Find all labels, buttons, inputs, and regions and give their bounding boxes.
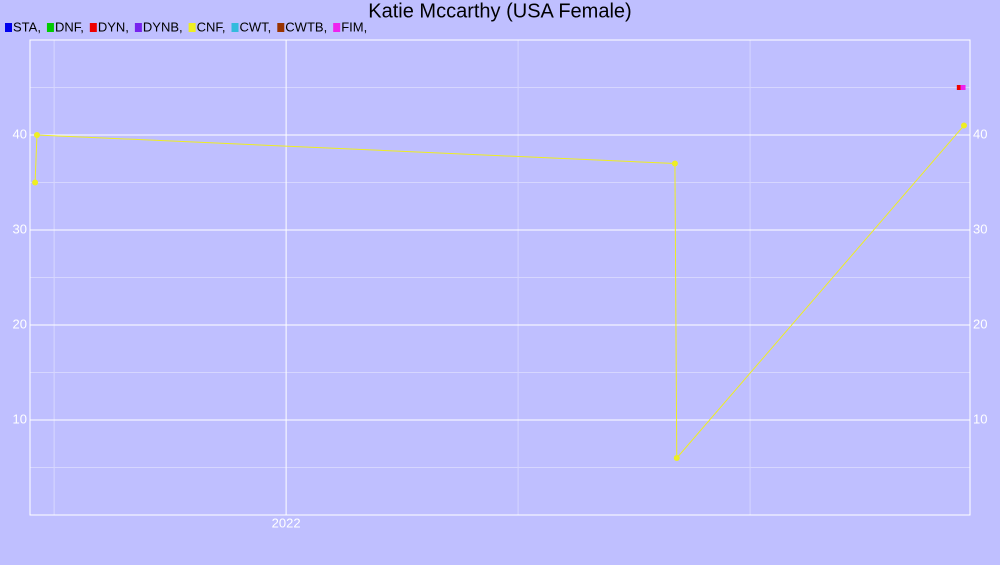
y2-tick-label: 30: [973, 221, 987, 236]
legend-label: CWTB,: [285, 19, 327, 34]
legend-label: DYNB,: [143, 19, 183, 34]
legend-swatch: [134, 23, 142, 32]
y-tick-label: 10: [13, 411, 27, 426]
legend-swatch: [188, 23, 196, 32]
data-point: [956, 85, 962, 90]
legend-swatch: [231, 23, 239, 32]
legend-swatch: [277, 23, 285, 32]
data-point: [960, 85, 966, 90]
legend-label: STA,: [13, 19, 41, 34]
data-point: [33, 132, 40, 138]
y2-tick-label: 40: [973, 126, 987, 141]
legend-swatch: [333, 23, 341, 32]
x-tick-label: 2022: [272, 515, 301, 530]
legend-label: CNF,: [197, 19, 226, 34]
y-tick-label: 20: [13, 316, 27, 331]
y-tick-label: 30: [13, 221, 27, 236]
y2-tick-label: 10: [973, 411, 987, 426]
data-point: [673, 455, 680, 461]
data-point: [960, 122, 967, 129]
chart-title: Katie Mccarthy (USA Female): [368, 0, 631, 22]
legend-label: DNF,: [55, 19, 84, 34]
plot-border: [29, 39, 971, 516]
data-point: [32, 179, 39, 186]
legend-swatch: [89, 23, 97, 32]
legend-swatch: [5, 23, 12, 32]
legend-swatch: [46, 23, 54, 32]
y2-tick-label: 20: [973, 316, 987, 331]
data-point: [671, 160, 678, 167]
legend-label: CWT,: [240, 19, 272, 34]
legend-label: FIM,: [341, 19, 367, 34]
y-tick-label: 40: [13, 126, 27, 141]
legend-label: DYN,: [98, 19, 129, 34]
